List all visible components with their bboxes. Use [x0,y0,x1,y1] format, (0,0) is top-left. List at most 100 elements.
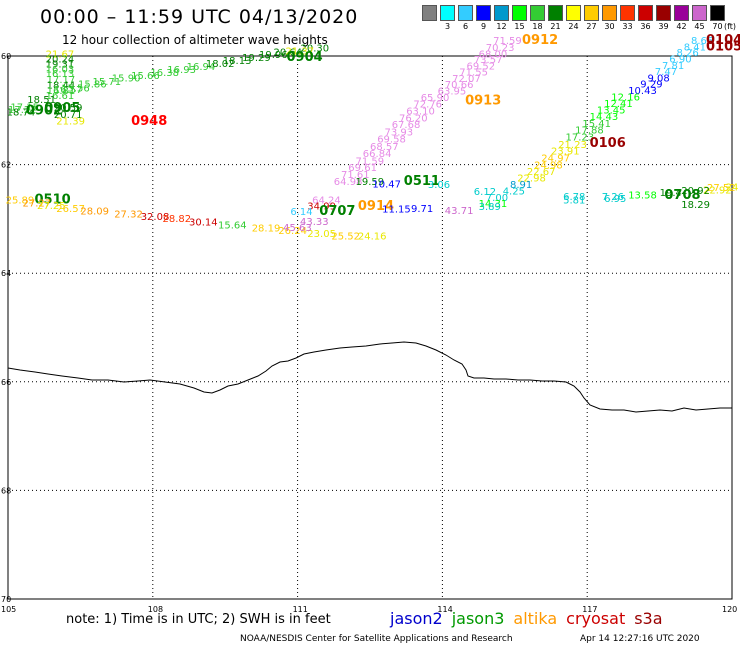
wave-height-value: 3.06 [428,180,450,191]
wave-height-value: 68.00 [479,50,508,61]
wave-height-value: 71.61 [341,170,370,181]
wave-height-value: 8.66 [691,36,713,47]
wave-height-value: 16.93 [167,65,196,76]
wave-height-value: 8.26 [677,48,699,59]
wave-height-value: 20.59 [54,103,83,114]
scale-label: 21 [550,22,561,31]
wave-height-value: 4.25 [503,187,525,198]
wave-height-value: 17.15 [10,102,39,113]
scale-label: 3 [444,22,451,31]
scale-swatch [620,5,635,21]
pass-time-label: 0510 [35,193,71,208]
pass-time-label: 0106 [590,136,626,151]
wave-height-value: 22.92 [703,185,732,196]
lon-tick-label: 108 [148,605,163,614]
wave-height-value: 68.57 [370,142,399,153]
wave-height-value: 17.17 [47,75,76,86]
scale-label: 12 [496,22,507,31]
scale-label: 9 [480,22,487,31]
wave-height-value: 70.66 [445,80,474,91]
scale-swatch [566,5,581,21]
scale-swatch [476,5,491,21]
pass-time-label: 0905 [44,101,80,116]
footer-note: note: 1) Time is in UTC; 2) SWH is in fe… [66,612,331,627]
wave-height-value: 16.03 [46,64,75,75]
wave-height-value: 64.24 [312,196,341,207]
wave-height-value: 72.07 [452,74,481,85]
wave-height-value: 73.57 [474,55,503,66]
wave-height-value: 65.90 [421,93,450,104]
legend-altika: altika [513,609,558,628]
scale-swatch [602,5,617,21]
wave-height-value: 18.51 [27,95,56,106]
wave-height-value: 63.10 [406,107,435,118]
wave-height-value: 16.81 [47,86,76,97]
wave-height-value: 72.76 [413,100,442,111]
scale-swatch [710,5,725,21]
wave-height-value: 27.32 [114,209,143,220]
wave-height-value: 17.88 [575,126,604,137]
wave-height-value: 23.91 [551,146,580,157]
wave-height-value: 6.95 [604,194,626,205]
scale-label: 39 [658,22,669,31]
pass-time-label: 0708 [664,188,700,203]
wave-height-value: 22.98 [517,173,546,184]
lat-lon-grid [7,55,733,600]
wave-height-value: 28.82 [163,214,192,225]
wave-height-value: 6.90 [669,55,691,66]
wave-height-value: 17.22 [8,105,37,116]
scale-swatch [512,5,527,21]
wave-height-value: 16.13 [46,69,75,80]
wave-height-value: 10.43 [628,86,657,97]
wave-height-value: 20.71 [54,110,83,121]
wave-height-value: 9.29 [640,80,662,91]
wave-height-value: 66.84 [363,149,392,160]
wave-height-value: 20.24 [46,55,75,66]
wave-height-value: 20.64 [274,48,303,59]
scale-label: 18 [532,22,543,31]
legend-s3a: s3a [634,609,663,628]
wave-height-value: 15.41 [582,119,611,130]
pass-time-label: 0913 [465,93,501,108]
wave-height-value: 69.61 [348,163,377,174]
pass-time-label: 0912 [522,33,558,48]
wave-height-value: 71.59 [493,36,522,47]
wave-height-value: 69.58 [377,134,406,145]
map-title: 00:00 – 11:59 UTC 04/13/2020 [40,6,359,28]
scale-swatch [458,5,473,21]
wave-height-value: 18.74 [7,108,36,119]
legend-cryosat: cryosat [566,609,626,628]
wave-height-value: 12.41 [604,99,633,110]
wave-height-value: 16.61 [46,91,75,102]
wave-height-value: 23.05 [307,229,336,240]
wave-height-value: 24 [726,183,739,194]
scale-swatch [584,5,599,21]
lon-tick-label: 117 [582,605,597,614]
wave-height-value: 3.89 [479,202,501,213]
wave-height-value: 28.19 [252,223,281,234]
wave-height-value: 17.23 [566,133,595,144]
wave-height-value: 15.71 [93,77,122,88]
coastline [7,341,732,413]
wave-height-value: 6.14 [290,207,312,218]
wave-height-value: 45.63 [283,223,312,234]
wave-height-value: 67.68 [392,120,421,131]
wave-height-value: 12.16 [611,93,640,104]
wave-height-value: 15.90 [112,74,141,85]
wave-height-value: 19.29 [242,53,271,64]
wave-height-value: 15.56 [61,83,90,94]
wave-height-value: 73.93 [385,127,414,138]
wave-height-value: 18.13 [223,56,252,67]
wave-height-value: 28.09 [80,207,109,218]
wave-height-value: 20.92 [681,186,710,197]
wave-height-value: 27.52 [707,183,736,194]
wave-height-value: 26.57 [56,204,85,215]
lat-tick-label: 62 [1,161,11,170]
wave-height-value: 16.94 [187,62,216,73]
wave-height-value: 70.23 [486,43,515,54]
wave-height-value: 32.08 [141,212,170,223]
pass-time-label: 0902 [26,104,62,119]
wave-height-value: 24.97 [541,153,570,164]
lat-tick-label: 70 [1,595,11,604]
